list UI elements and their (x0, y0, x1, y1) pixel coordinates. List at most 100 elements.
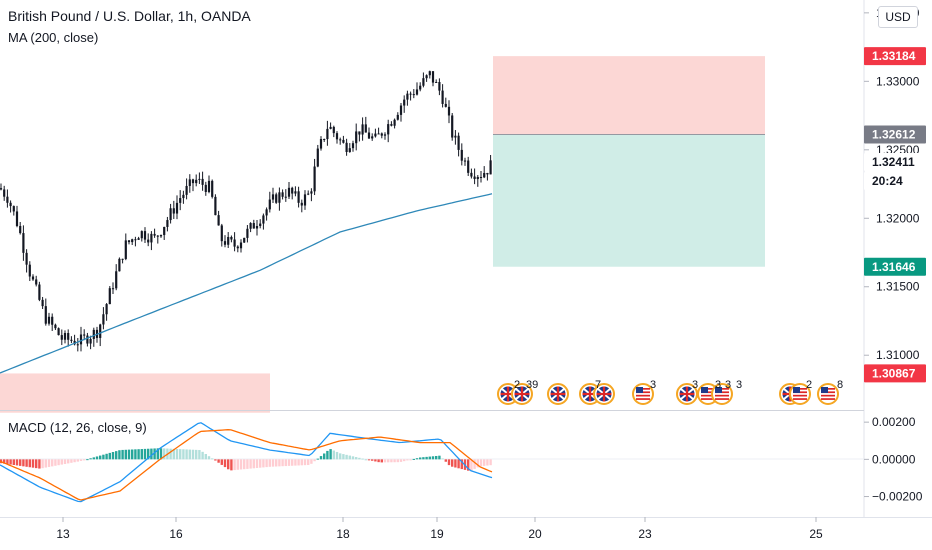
candle-body (390, 124, 393, 126)
macd-bar (211, 458, 214, 460)
macd-bar (214, 459, 217, 461)
ma-legend[interactable]: MA (200, close) (8, 30, 99, 45)
macd-bar (380, 459, 383, 463)
macd-bar (297, 459, 300, 466)
macd-legend[interactable]: MACD (12, 26, close, 9) (8, 420, 147, 435)
moving-average-line (0, 193, 493, 374)
price-label-text: 1.32411 (872, 155, 915, 169)
macd-bar (329, 449, 332, 460)
candle-body (131, 239, 134, 243)
macd-bar (339, 453, 342, 460)
candle-body (473, 176, 476, 180)
macd-bar (12, 459, 15, 465)
event-count-label: 3 (715, 379, 721, 391)
candle-body (300, 202, 303, 206)
candle-body (275, 194, 278, 203)
macd-bar (479, 459, 483, 467)
macd-bar (361, 458, 364, 460)
macd-bar (239, 459, 243, 470)
candle-body (38, 284, 41, 300)
candle-body (220, 225, 223, 242)
currency-button[interactable]: USD (878, 6, 918, 28)
stop-loss-zone[interactable] (493, 56, 765, 135)
event-count-label: 3 (692, 379, 698, 391)
macd-bar (275, 459, 278, 467)
candle-body (460, 149, 463, 161)
us-flag-event-icon[interactable] (632, 383, 654, 405)
us-flag-event-icon[interactable] (711, 383, 733, 405)
take-profit-zone[interactable] (493, 134, 765, 267)
uk-flag-event-icon[interactable] (593, 383, 615, 405)
candle-body (214, 196, 217, 216)
candle-body (9, 202, 12, 207)
macd-bar (131, 449, 134, 460)
candle-body (217, 215, 220, 226)
macd-bar (310, 459, 313, 464)
us-flag-event-icon[interactable] (789, 383, 811, 405)
uk-flag-event-icon[interactable] (511, 383, 533, 405)
candle-body (278, 192, 281, 203)
candle-body (12, 206, 15, 212)
candle-body (108, 288, 111, 305)
price-label-text: 1.33184 (872, 49, 916, 63)
candle-body (111, 288, 115, 290)
macd-bar (335, 451, 339, 460)
candle-body (441, 90, 444, 104)
candle-body (22, 233, 25, 253)
candle-body (223, 241, 227, 245)
signal-line (0, 429, 493, 501)
macd-bar (236, 459, 239, 470)
candle-body (249, 223, 252, 229)
candle-body (396, 114, 399, 120)
candle-body (57, 328, 60, 336)
candle-body (92, 329, 95, 339)
candle-body (0, 188, 3, 190)
macd-bar (127, 449, 131, 460)
macd-bar (204, 454, 207, 460)
candle-body (287, 187, 291, 197)
macd-bar (227, 459, 230, 470)
time-tick-label: 18 (336, 527, 350, 541)
candle-body (268, 199, 271, 210)
macd-bar (35, 459, 38, 469)
macd-bar (150, 448, 153, 460)
candle-body (243, 237, 246, 243)
candle-body (175, 202, 179, 214)
macd-bar (326, 450, 329, 460)
candle-body (374, 133, 377, 137)
candle-body (169, 208, 172, 221)
price-label-text: 20:24 (872, 174, 903, 188)
candle-body (19, 226, 22, 234)
macd-bar (457, 459, 460, 469)
price-label-badge: 1.33184 (864, 47, 926, 66)
macd-bar (3, 459, 6, 464)
candle-body (79, 334, 83, 345)
candle-body (201, 178, 204, 185)
candle-body (60, 335, 63, 340)
macd-bar (140, 449, 143, 460)
macd-bar (348, 455, 351, 460)
candle-body (166, 220, 169, 227)
price-label-badge: 1.32411 (864, 152, 926, 171)
macd-bar (137, 449, 140, 460)
macd-bar (460, 459, 463, 470)
candle-body (291, 187, 294, 194)
candle-body (121, 258, 124, 260)
candle-body (89, 338, 92, 344)
candle-body (415, 89, 419, 95)
candle-body (476, 176, 479, 180)
candle-body (159, 235, 163, 237)
support-zone[interactable] (0, 373, 270, 413)
candle-body (428, 71, 431, 76)
macd-bar (67, 459, 70, 464)
us-flag-event-icon[interactable] (817, 383, 839, 405)
uk-flag-event-icon[interactable] (676, 383, 698, 405)
candle-body (380, 133, 383, 136)
macd-bar (159, 448, 163, 460)
macd-bar (163, 448, 166, 460)
macd-bar (265, 459, 268, 468)
event-count-label: 3 (650, 379, 656, 391)
macd-bar (367, 459, 371, 461)
uk-flag-event-icon[interactable] (547, 383, 569, 405)
macd-bar (307, 459, 310, 466)
